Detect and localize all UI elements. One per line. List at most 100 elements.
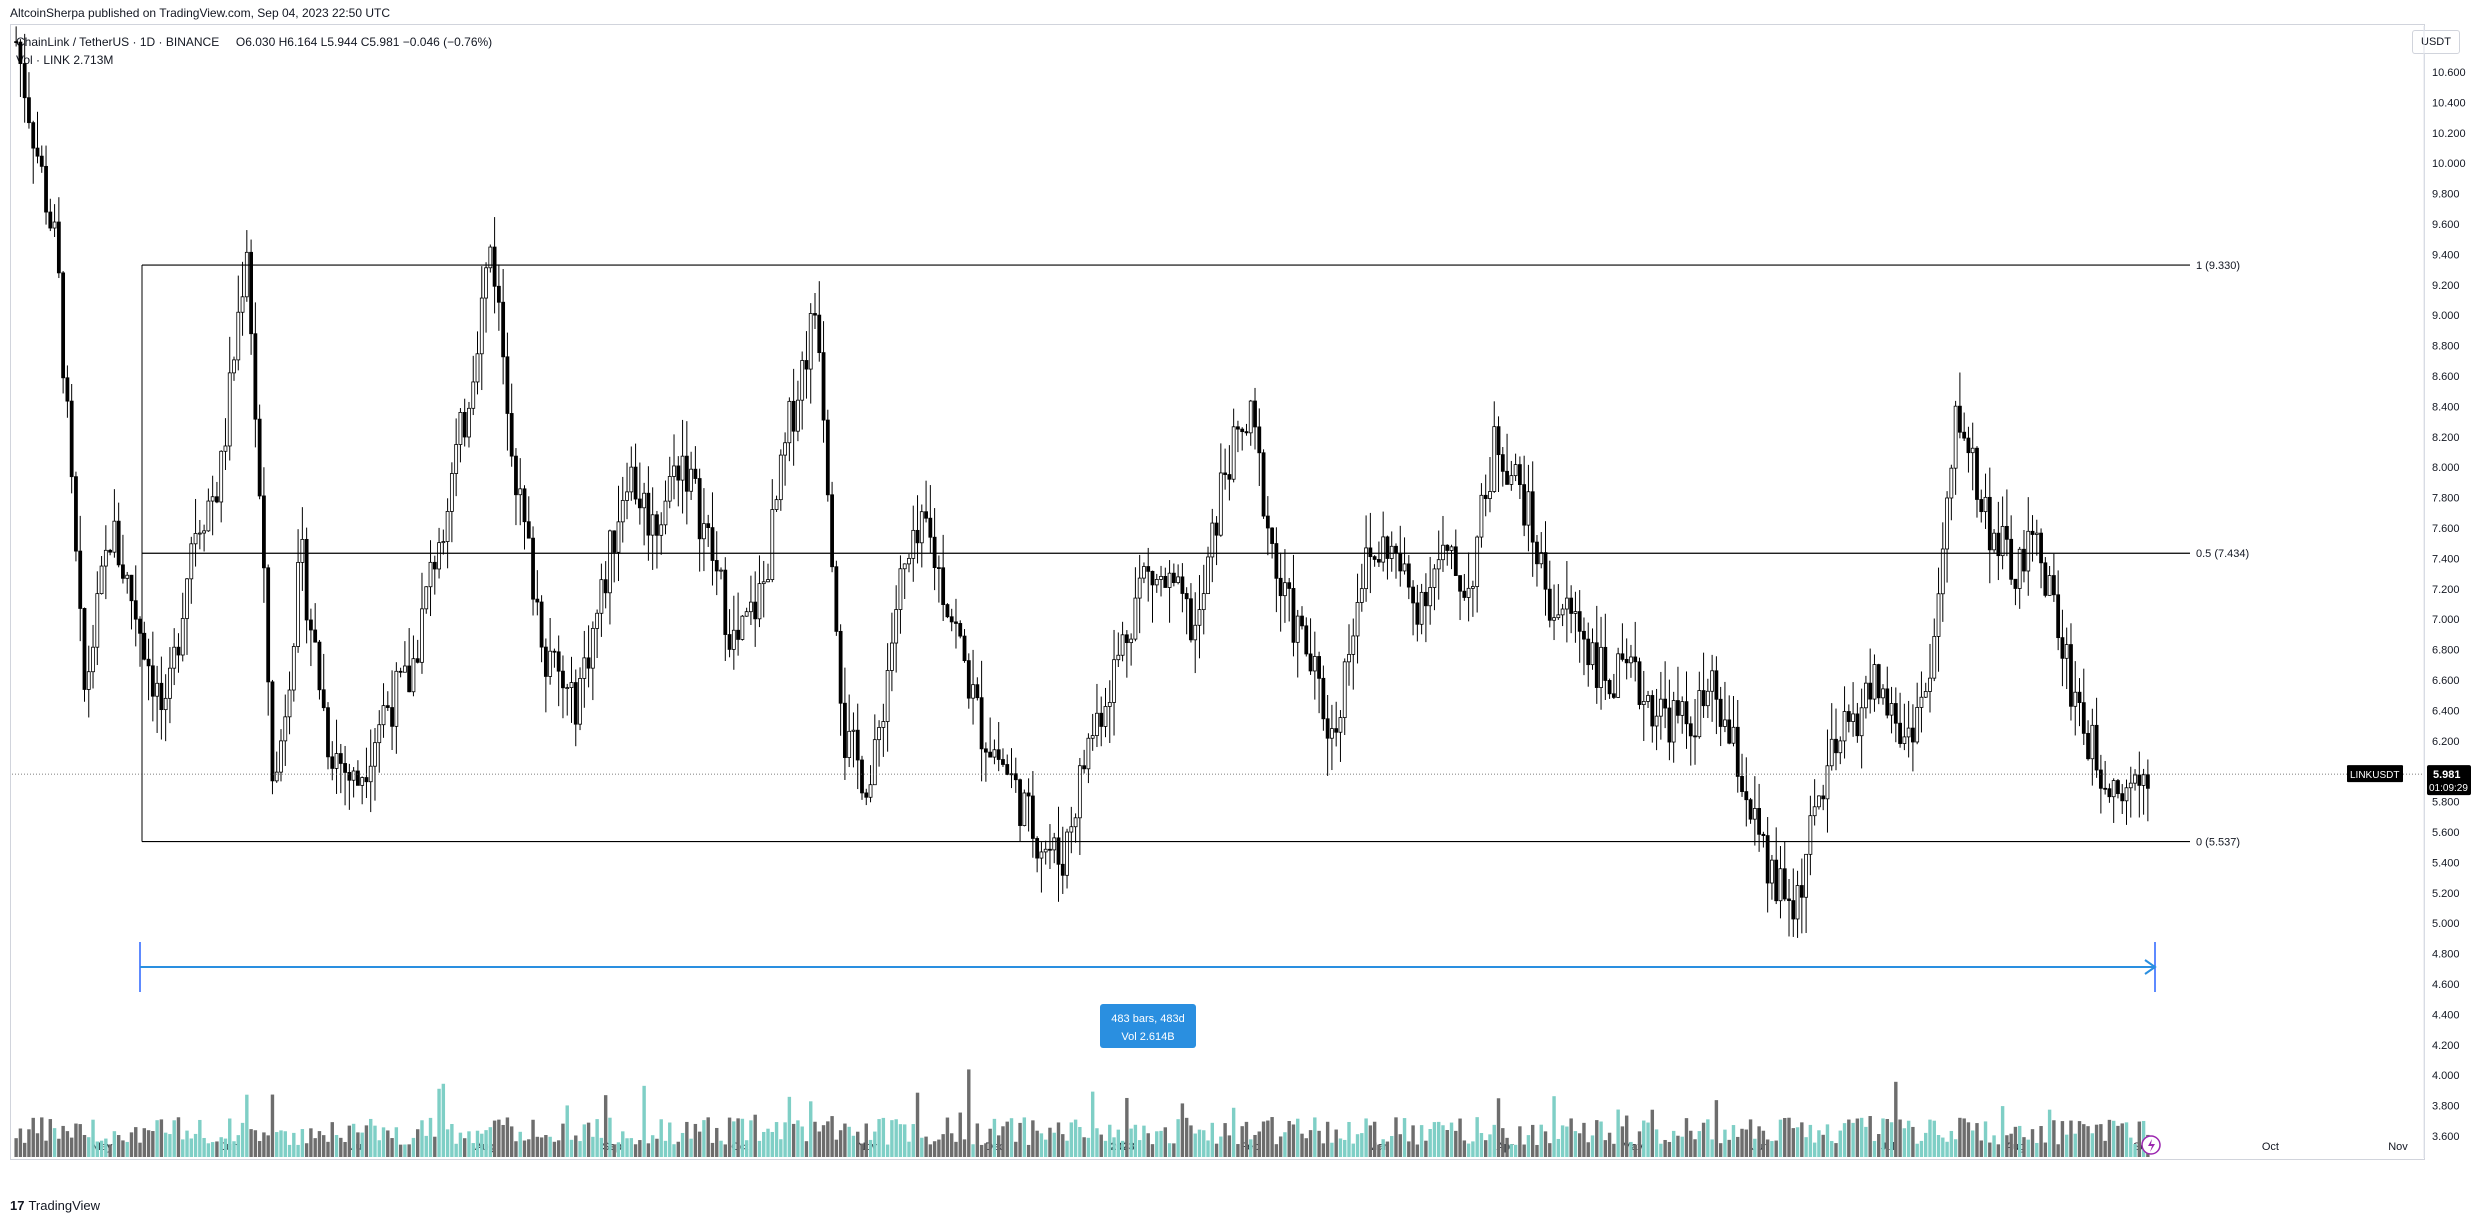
candle-body [2098,769,2103,789]
candle-body [2026,530,2031,572]
candle-body [1928,677,1932,692]
volume-bar [1253,1134,1257,1157]
volume-bar [1052,1132,1056,1157]
candle-body [1334,728,1339,733]
volume-bar [941,1134,945,1157]
candle-body [847,730,852,758]
volume-bar [1783,1117,1787,1157]
candle-body [954,621,958,624]
candle-body [471,381,476,409]
y-tick-label: 6.200 [2432,736,2460,748]
volume-bar [1407,1141,1411,1157]
candle-body [1919,696,1924,708]
candle-body [898,568,903,610]
candle-body [526,521,531,539]
volume-bar [1637,1131,1642,1157]
candle-body [1146,566,1151,572]
legend-symbol[interactable]: ChainLink / TetherUS [16,35,130,49]
volume-bar [791,1123,796,1157]
candle-body [608,530,612,594]
volume-bar [1731,1125,1736,1157]
volume-bar [1026,1144,1031,1157]
candle-body [479,297,484,355]
volume-bar [304,1143,309,1157]
volume-bar [984,1143,988,1157]
volume-bar [967,1069,971,1157]
volume-bar [1082,1137,1086,1157]
volume-bar [633,1144,638,1157]
volume-bar [223,1138,228,1157]
candle-body [116,520,121,566]
candle-body [343,763,347,773]
candle-body [791,400,796,432]
volume-bar [1086,1137,1091,1157]
volume-bar [1039,1133,1044,1157]
candle-body [1001,759,1005,765]
candle-body [556,651,561,672]
candle-body [407,665,412,693]
volume-bar [1624,1115,1629,1157]
candle-body [296,561,300,647]
candle-body [1680,701,1685,716]
candle-body [257,418,262,497]
candle-body [1035,838,1040,859]
candle-body [1214,522,1219,536]
legend-volume-label[interactable]: Vol · LINK [16,53,71,67]
volume-bar [347,1125,352,1157]
volume-bar [364,1125,369,1157]
volume-bar [2107,1119,2112,1157]
volume-bar [1249,1139,1253,1157]
volume-bar [1432,1122,1437,1157]
volume-bar [492,1120,497,1157]
volume-bar [1971,1130,1975,1157]
legend-change: −0.046 (−0.76%) [402,35,493,49]
candle-body [1996,532,2001,557]
volume-bar [1278,1136,1283,1157]
x-tick-label: Oct [2262,1141,2279,1153]
volume-bar [249,1129,253,1157]
volume-bar [87,1137,91,1157]
volume-bar [1108,1124,1112,1157]
volume-bar [1424,1140,1428,1157]
candle-body [2103,787,2108,790]
volume-bar [727,1117,732,1157]
volume-bar [1150,1144,1155,1157]
candle-body [983,748,988,753]
volume-bar [1368,1125,1373,1157]
volume-bar [1906,1120,1911,1157]
currency-button[interactable]: USDT [2412,30,2460,54]
volume-bar [1877,1134,1881,1157]
volume-bar [52,1128,57,1157]
volume-bar [1710,1139,1714,1157]
volume-bar [146,1130,151,1157]
volume-bar [1791,1128,1795,1157]
volume-bar [210,1142,215,1157]
tradingview-logo[interactable]: 17 TradingView [10,1198,100,1213]
candle-body [723,569,728,635]
volume-bar [1214,1143,1219,1157]
candle-body [1970,447,1975,454]
candle-body [612,530,617,553]
tradingview-label: TradingView [28,1198,101,1213]
volume-bar [1223,1123,1227,1157]
candle-body [56,221,61,274]
volume-bar [796,1120,800,1157]
volume-bar [2035,1142,2039,1157]
volume-bar [1889,1122,1894,1157]
volume-bar [668,1122,672,1157]
candle-body [475,353,480,383]
volume-bar [1808,1124,1813,1157]
candle-body [1658,698,1663,717]
lightning-bolt-icon [2148,1139,2155,1152]
volume-bar [1296,1118,1300,1157]
candle-body [1026,792,1031,797]
volume-bar [296,1144,300,1157]
candle-body [496,285,501,303]
candle-body [988,751,993,758]
volume-bar [697,1131,702,1157]
candle-body [753,601,758,620]
candle-body [761,581,766,585]
y-tick-label: 8.400 [2432,401,2460,413]
volume-bar [1321,1143,1326,1157]
